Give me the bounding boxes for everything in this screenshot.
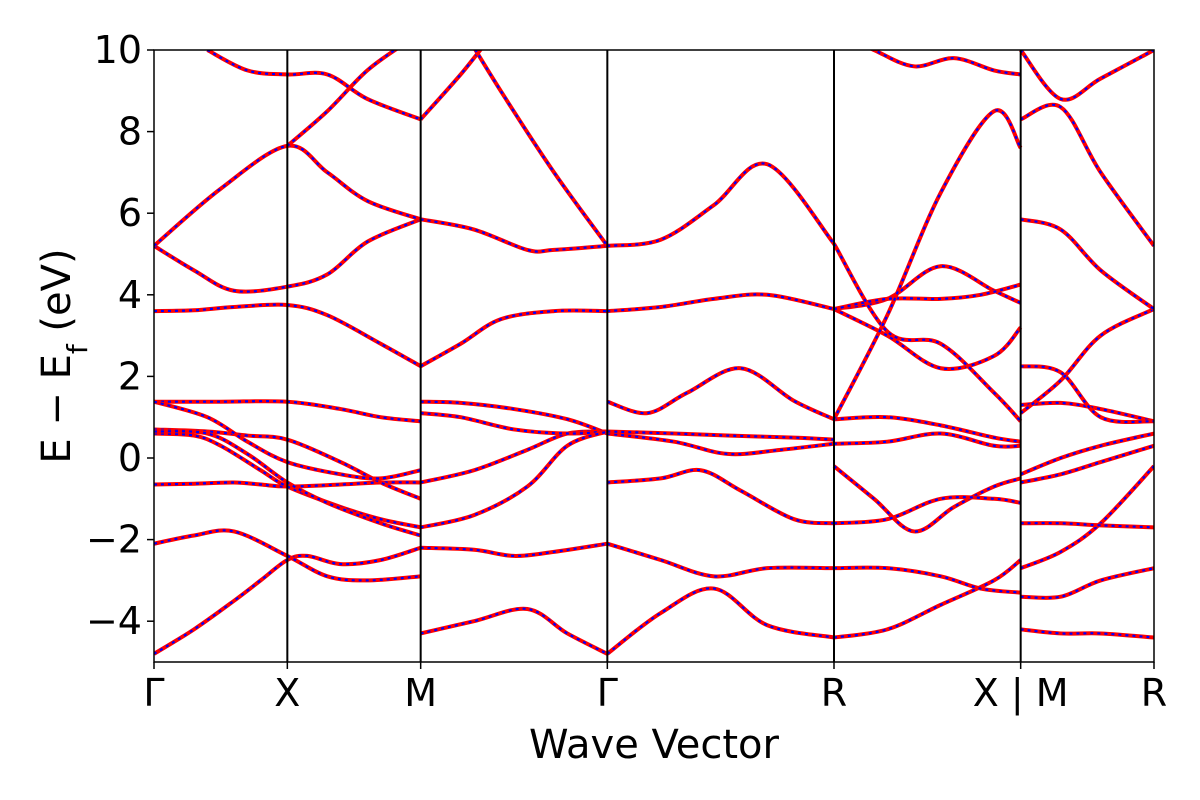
- band-line-53: [1019, 103, 1154, 248]
- band-line-23: [606, 586, 835, 656]
- band-line-dotted-2: [154, 481, 421, 488]
- y-tick-label-4: 4: [118, 273, 142, 317]
- band-line-dotted-38: [833, 265, 1022, 311]
- x-tick-label-1: X: [274, 671, 300, 715]
- x-tick-label-0: Γ: [143, 671, 164, 715]
- band-line-dotted-27: [607, 430, 835, 441]
- band-line-dotted-37: [833, 308, 1022, 371]
- band-line-dotted-28: [606, 367, 835, 421]
- band-line-25: [607, 467, 835, 526]
- band-line-42: [869, 50, 1021, 77]
- band-line-30: [607, 161, 836, 248]
- band-line-dotted-24: [607, 542, 835, 578]
- x-tick-label-4: R: [821, 671, 847, 715]
- bands-layer: [154, 50, 1154, 656]
- band-line-dotted-20: [419, 50, 482, 121]
- y-tick-label-5: 6: [118, 191, 142, 235]
- band-line-54: [1019, 50, 1154, 102]
- band-line-dotted-11: [286, 50, 397, 147]
- band-line-36: [833, 414, 1021, 444]
- band-line-dotted-35: [833, 432, 1021, 448]
- band-line-dotted-16: [420, 412, 608, 435]
- band-line-21: [473, 50, 609, 248]
- band-line-dotted-23: [606, 587, 835, 655]
- band-line-50: [1020, 364, 1154, 425]
- band-line-dotted-26: [607, 432, 835, 456]
- band-line-34: [833, 495, 1022, 526]
- band-line-43: [1020, 627, 1154, 640]
- band-line-13: [420, 541, 608, 558]
- band-line-dotted-39: [833, 283, 1021, 311]
- band-line-dotted-47: [1020, 444, 1154, 484]
- band-line-dotted-15: [420, 400, 608, 435]
- band-line-dotted-40: [833, 243, 1022, 423]
- band-line-dotted-6: [154, 400, 421, 423]
- band-line-dotted-36: [833, 415, 1021, 443]
- band-line-24: [606, 541, 835, 579]
- band-line-29: [607, 292, 835, 314]
- y-axis-label: E − Ef (eV): [34, 248, 94, 463]
- band-line-20: [419, 50, 483, 121]
- y-tick-label-6: 8: [118, 110, 142, 154]
- y-axis-label-main: E − E: [34, 354, 80, 464]
- y-axis-label-unit: (eV): [34, 248, 80, 344]
- band-line-dotted-19: [420, 218, 608, 253]
- y-tick-label-0: −4: [86, 599, 142, 643]
- band-line-dotted-33: [833, 465, 1021, 533]
- band-line-dotted-12: [206, 50, 422, 121]
- band-line-46: [1020, 521, 1154, 530]
- band-line-dotted-18: [420, 309, 608, 368]
- y-tick-label-2: 0: [118, 436, 142, 480]
- band-line-dotted-9: [154, 218, 422, 293]
- x-tick-label-3: Γ: [597, 671, 618, 715]
- band-line-dotted-41: [833, 109, 1022, 420]
- band-line-dotted-31: [833, 559, 1022, 639]
- band-line-dotted-10: [154, 144, 422, 247]
- kpoint-lines: [286, 50, 1022, 662]
- band-line-dotted-44: [1020, 567, 1154, 600]
- band-line-17: [420, 429, 609, 530]
- band-line-dotted-54: [1019, 50, 1154, 101]
- band-line-dotted-45: [1020, 465, 1154, 570]
- band-line-dotted-34: [833, 496, 1021, 525]
- band-line-dotted-13: [420, 542, 608, 558]
- band-line-22: [420, 606, 609, 656]
- band-line-dotted-25: [607, 468, 835, 525]
- band-line-dotted-53: [1020, 103, 1154, 247]
- x-axis-label: Wave Vector: [529, 722, 780, 768]
- y-tick-label-3: 2: [118, 354, 142, 398]
- y-axis-label-sub: f: [61, 343, 94, 354]
- x-tick-label-5: X | M: [973, 671, 1069, 716]
- band-line-dotted-22: [420, 607, 608, 655]
- band-line-dotted-17: [420, 430, 608, 529]
- y-ticks: −4 −2 0 2 4 6 8 10: [86, 28, 154, 643]
- band-line-45: [1019, 464, 1154, 571]
- x-tick-label-2: M: [404, 671, 437, 715]
- y-tick-label-7: 10: [94, 28, 142, 72]
- band-line-dotted-48: [1020, 432, 1154, 476]
- band-line-41: [832, 108, 1023, 421]
- band-line-dotted-52: [1020, 218, 1154, 310]
- band-line-49: [1020, 400, 1154, 424]
- band-line-28: [606, 366, 835, 422]
- band-line-dotted-30: [607, 162, 835, 247]
- band-line-dotted-32: [833, 566, 1021, 594]
- band-line-dotted-3: [154, 432, 421, 529]
- band-line-51: [1019, 307, 1154, 415]
- x-ticks: Γ X M Γ R X | M R: [143, 662, 1167, 716]
- band-line-dotted-21: [474, 50, 609, 247]
- band-line-dotted-29: [607, 293, 835, 313]
- plot-frame: [153, 49, 1155, 663]
- band-line-18: [419, 308, 608, 368]
- band-line-dotted-42: [871, 50, 1021, 76]
- y-tick-label-1: −2: [86, 518, 142, 562]
- band-line-dotted-50: [1020, 365, 1154, 424]
- x-tick-label-6: R: [1141, 671, 1167, 715]
- band-line-dotted-51: [1019, 308, 1154, 414]
- band-line-44: [1020, 566, 1154, 600]
